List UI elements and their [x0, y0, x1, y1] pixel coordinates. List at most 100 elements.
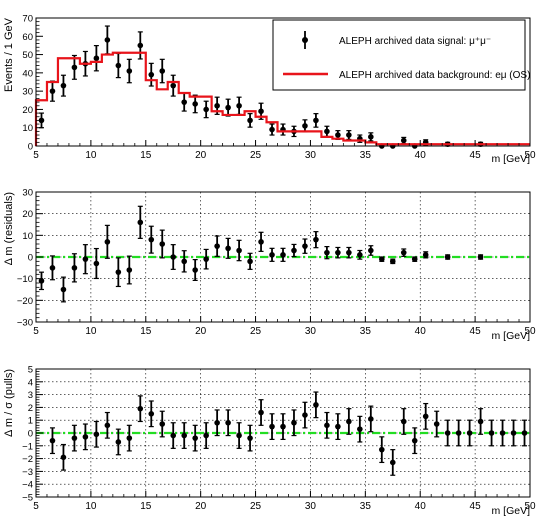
point-marker [258, 409, 264, 416]
y-tick-label: 40 [22, 68, 33, 79]
point-marker [247, 117, 253, 124]
data-point [302, 401, 308, 429]
point-marker [368, 134, 374, 140]
y-axis-label: Events / 1 GeV [3, 17, 15, 92]
data-point [236, 422, 242, 449]
x-tick-label: 30 [305, 150, 317, 161]
data-point [433, 410, 440, 438]
data-point [521, 419, 528, 447]
point-marker [291, 247, 297, 254]
point-marker [49, 88, 56, 94]
point-marker [93, 431, 100, 438]
data-point [38, 112, 45, 129]
data-point [214, 409, 220, 437]
data-point [422, 402, 429, 430]
point-marker [477, 254, 484, 260]
point-marker [368, 416, 374, 422]
data-point [247, 424, 253, 452]
point-marker [346, 249, 352, 256]
x-tick-label: 45 [470, 501, 482, 512]
data-point [302, 238, 308, 254]
y-tick-label: −2 [22, 454, 33, 465]
data-point [71, 54, 78, 80]
x-axis-label: m [GeV] [491, 505, 530, 517]
data-point [115, 52, 122, 79]
point-marker [214, 243, 220, 249]
point-marker [510, 430, 517, 436]
point-marker [521, 430, 528, 436]
point-marker [126, 68, 133, 74]
point-marker [269, 126, 275, 133]
data-point [49, 427, 56, 455]
data-point [389, 258, 396, 265]
x-tick-label: 30 [305, 501, 317, 512]
data-point [269, 413, 275, 440]
point-marker [335, 423, 341, 430]
legend-box [272, 19, 526, 91]
point-marker [192, 435, 198, 441]
x-axis-label: m [GeV] [491, 330, 530, 342]
point-marker [192, 267, 198, 273]
point-marker [433, 421, 440, 427]
data-point [104, 224, 111, 259]
x-tick-label: 10 [85, 501, 97, 512]
series-1 [49, 391, 528, 476]
y-axis-label: Δ m (residuals) [3, 192, 15, 265]
data-point [225, 98, 231, 117]
data-point [60, 74, 67, 97]
data-point [214, 235, 220, 257]
x-tick-label: 5 [33, 150, 39, 161]
data-point [148, 62, 155, 87]
point-marker [148, 411, 155, 417]
panel-1: 5 10 15 20 25 30 35 40 45 50 0 10 20 30 40 50 60 70 m [GeV… [3, 14, 536, 166]
point-marker [192, 101, 198, 107]
point-marker [137, 219, 144, 226]
legend: ALEPH archived data signal: μ⁺μ⁻ ALEPH ar… [272, 19, 530, 91]
point-marker [38, 117, 45, 124]
x-tick-label: 25 [250, 326, 262, 337]
data-point [203, 422, 209, 449]
x-tick-label: 15 [140, 501, 152, 512]
data-point [126, 58, 133, 84]
point-marker [203, 256, 209, 262]
point-marker [346, 418, 352, 425]
data-point [104, 411, 111, 439]
data-point [368, 245, 374, 256]
y-tick-label: −3 [22, 467, 33, 478]
data-point [38, 271, 45, 291]
x-tick-label: 35 [360, 326, 372, 337]
point-marker [148, 71, 155, 78]
point-marker [93, 55, 100, 62]
data-point [280, 413, 286, 440]
y-axis-label: Δ m / σ (pulls) [3, 369, 15, 437]
point-marker [302, 412, 308, 418]
point-marker [71, 64, 78, 71]
point-marker [324, 422, 330, 429]
x-tick-label: 40 [415, 150, 427, 161]
legend-label: ALEPH archived data signal: μ⁺μ⁻ [339, 36, 491, 47]
point-marker [181, 432, 187, 439]
x-tick-label: 50 [524, 501, 536, 512]
point-marker [389, 459, 396, 466]
point-marker [181, 258, 187, 265]
y-tick-label: 10 [22, 123, 33, 134]
data-point [389, 449, 396, 476]
point-marker [368, 247, 374, 254]
x-tick-label: 5 [33, 326, 39, 337]
data-point [357, 249, 363, 260]
y-tick-label: −5 [22, 493, 33, 504]
data-point [170, 74, 177, 97]
data-point [192, 259, 198, 281]
data-point [258, 231, 264, 252]
data-point [203, 100, 209, 119]
data-point [82, 244, 89, 275]
x-tick-label: 20 [195, 501, 207, 512]
x-tick-label: 50 [524, 326, 536, 337]
point-marker [181, 99, 187, 105]
point-marker [236, 247, 242, 254]
point-marker [115, 439, 122, 445]
x-tick-label: 45 [470, 150, 482, 161]
point-marker [247, 435, 253, 441]
data-point [236, 239, 242, 262]
data-point [236, 96, 242, 115]
